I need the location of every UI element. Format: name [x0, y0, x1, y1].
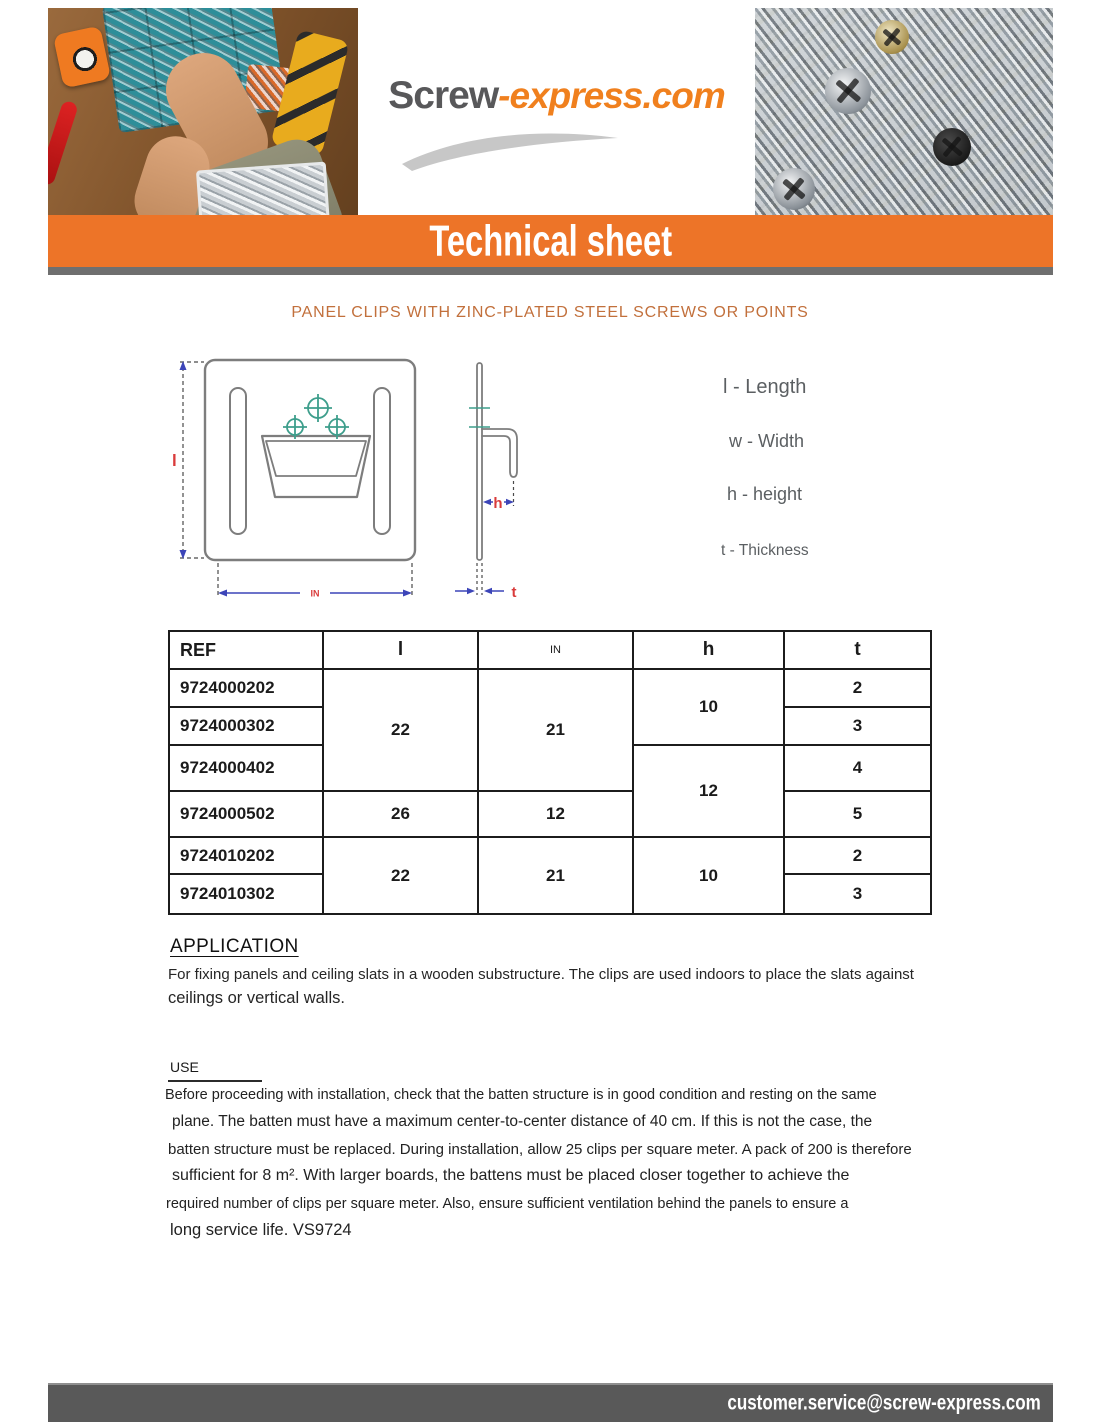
- screw-head: [933, 128, 971, 166]
- width-label: IN: [311, 589, 320, 599]
- logo-text-grey: Screw: [388, 74, 499, 117]
- use-text-line: required number of clips per square mete…: [166, 1196, 849, 1212]
- table-row: 9724000202 22 21 10 2: [168, 668, 932, 792]
- logo-swoosh: [402, 133, 618, 171]
- t-cell: 4: [783, 744, 932, 792]
- dimensions-table: REF l IN h t 9724000202 22 21 10 2 97240…: [168, 630, 932, 915]
- dimension-height: h: [483, 481, 515, 512]
- header-divider: [48, 267, 1053, 275]
- w-cell: 21: [477, 668, 634, 792]
- power-tool: [270, 29, 350, 157]
- header-w: IN: [477, 630, 634, 670]
- t-cell: 3: [783, 873, 932, 915]
- use-text-line: batten structure must be replaced. Durin…: [168, 1141, 912, 1158]
- use-text-line: Before proceeding with installation, che…: [165, 1087, 877, 1103]
- l-cell: 22: [322, 668, 479, 792]
- l-cell: 26: [322, 790, 479, 838]
- tape-measure: [52, 25, 112, 89]
- ref-cell: 9724010202: [168, 836, 324, 875]
- customer-service-email-link[interactable]: customer.service@screw-express.com: [727, 1391, 1042, 1415]
- table-header-row: REF l IN h t: [168, 630, 932, 670]
- ref-cell: 9724000502: [168, 790, 324, 838]
- legend-height: h - height: [727, 484, 803, 504]
- h-cell: 12: [632, 744, 785, 838]
- dimension-thickness: t: [455, 563, 517, 601]
- screw-head: [875, 20, 909, 54]
- legend-length: l - Length: [723, 376, 807, 398]
- company-logo: Screw-express.com: [358, 74, 755, 118]
- l-cell: 22: [322, 836, 479, 915]
- thickness-label: t: [512, 584, 517, 601]
- w-cell: 12: [477, 790, 634, 838]
- screw-head: [773, 168, 815, 210]
- screws-pile-photo: [755, 8, 1053, 215]
- header-ref: REF: [168, 630, 324, 670]
- height-label: h: [493, 495, 502, 512]
- banner-title: Technical sheet: [429, 216, 672, 266]
- tab-inner: [265, 440, 367, 477]
- table-row: 9724000502 26 12 5: [168, 790, 932, 838]
- page-title: PANEL CLIPS WITH ZINC-PLATED STEEL SCREW…: [291, 304, 809, 321]
- use-text-line: plane. The batten must have a maximum ce…: [172, 1113, 873, 1130]
- header-h: h: [632, 630, 785, 670]
- logo-text-orange: -express.com: [498, 75, 726, 116]
- use-text-line: sufficient for 8 m². With larger boards,…: [172, 1167, 850, 1184]
- clip-plate-outline: [203, 358, 417, 562]
- right-slot: [373, 387, 391, 535]
- screw-tray: [195, 161, 331, 215]
- t-cell: 2: [783, 836, 932, 875]
- h-cell: 10: [632, 668, 785, 746]
- application-text-line: ceilings or vertical walls.: [168, 989, 345, 1007]
- t-cell: 2: [783, 668, 932, 708]
- h-cell: 10: [632, 836, 785, 915]
- hook-profile: [481, 428, 518, 478]
- table-row: 9724010202 22 21 10 2: [168, 836, 932, 915]
- clip-side-view: [476, 362, 518, 561]
- tab-outer: [260, 434, 372, 499]
- ref-cell: 9724000202: [168, 668, 324, 708]
- screw-hole-marks: [283, 394, 349, 439]
- left-slot: [229, 387, 247, 535]
- screw-head: [825, 68, 871, 114]
- dimension-length: l: [172, 361, 204, 559]
- technical-sheet-banner: Technical sheet: [48, 215, 1053, 267]
- t-cell: 5: [783, 790, 932, 838]
- application-text-line: For fixing panels and ceiling slats in a…: [168, 966, 914, 983]
- length-label: l: [172, 451, 177, 470]
- ref-cell: 9724010302: [168, 873, 324, 915]
- ref-cell: 9724000302: [168, 706, 324, 746]
- footer-bar: customer.service@screw-express.com: [48, 1383, 1053, 1422]
- workbench-photo: [48, 8, 358, 215]
- clip-front-view: [203, 358, 417, 562]
- table-row: 9724000302 3: [168, 706, 932, 746]
- t-cell: 3: [783, 706, 932, 746]
- w-cell: 21: [477, 836, 634, 915]
- side-view-marks: [469, 407, 490, 428]
- clip-technical-drawing: l IN h t: [172, 358, 518, 601]
- ref-cell: 9724000402: [168, 744, 324, 792]
- legend-width: w - Width: [729, 431, 805, 451]
- use-text-line: long service life. VS9724: [170, 1221, 352, 1239]
- header-l: l: [322, 630, 479, 670]
- legend-thickness: t - Thickness: [721, 542, 809, 559]
- dimension-width: IN: [217, 563, 413, 599]
- table-row: 9724010302 3: [168, 873, 932, 915]
- header-t: t: [783, 630, 932, 670]
- use-heading-underline: [168, 1080, 262, 1082]
- table-row: 9724000402 12 4: [168, 744, 932, 838]
- application-heading: APPLICATION: [170, 936, 299, 957]
- use-heading: USE: [170, 1059, 199, 1075]
- screwdriver: [48, 99, 79, 187]
